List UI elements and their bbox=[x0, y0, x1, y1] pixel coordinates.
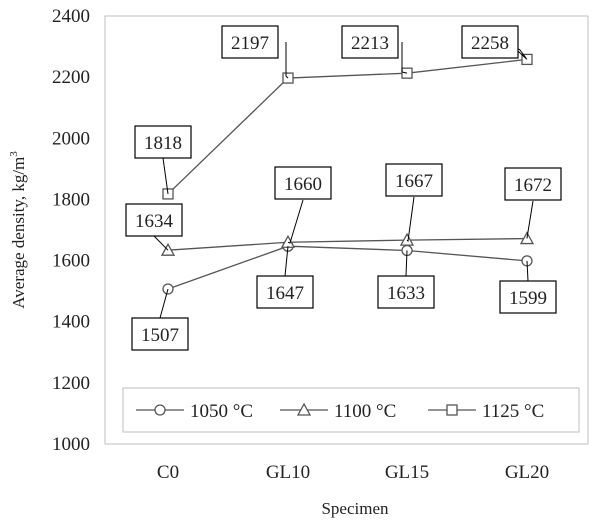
plot-border bbox=[104, 15, 589, 445]
x-tick-label: C0 bbox=[157, 462, 179, 483]
data-label-leader bbox=[162, 157, 169, 194]
series-line bbox=[167, 58, 528, 195]
series-line bbox=[167, 237, 528, 251]
data-label: 2258 bbox=[471, 33, 509, 54]
data-label-box bbox=[256, 275, 314, 309]
data-label-leader bbox=[526, 200, 534, 239]
data-label-leader bbox=[287, 199, 304, 244]
data-label-box bbox=[504, 167, 562, 201]
series-layer bbox=[160, 53, 535, 295]
data-label-box bbox=[499, 280, 557, 314]
y-tick-label: 1600 bbox=[52, 251, 90, 272]
data-label-box bbox=[134, 125, 192, 159]
data-labels-layer: 1507 1647 1633 1599 1634 1660 1667 1672 1818 2197… bbox=[125, 25, 562, 351]
y-tick-label: 1800 bbox=[52, 189, 90, 210]
data-label-leader bbox=[284, 246, 289, 277]
y-tick-label: 2200 bbox=[52, 67, 90, 88]
x-tick-label: GL10 bbox=[266, 462, 310, 483]
data-label-leader bbox=[285, 42, 289, 79]
y-axis-title-superscript: 3 bbox=[8, 151, 20, 157]
data-label-box bbox=[385, 163, 443, 197]
y-axis-title-text: Average density, kg/m bbox=[9, 157, 28, 309]
plot-frame bbox=[104, 15, 589, 445]
data-label: 1672 bbox=[514, 175, 552, 196]
data-label-box bbox=[461, 25, 519, 59]
legend-marker-square bbox=[446, 404, 458, 416]
y-tick-label: 1200 bbox=[52, 373, 90, 394]
data-label-leader bbox=[526, 260, 529, 282]
x-tick-label: GL15 bbox=[385, 462, 429, 483]
data-label-leader bbox=[153, 235, 169, 251]
y-tick-label: 2400 bbox=[52, 6, 90, 27]
data-label-box bbox=[131, 317, 189, 351]
x-tick-label: GL20 bbox=[505, 462, 549, 483]
data-label-leader bbox=[159, 288, 169, 319]
data-label: 1647 bbox=[266, 283, 304, 304]
series-line bbox=[167, 245, 528, 290]
data-label-box bbox=[377, 275, 435, 309]
data-label: 2213 bbox=[351, 33, 389, 54]
legend: 1050 °C 1100 °C 1125 °C bbox=[122, 387, 580, 433]
data-point-triangle bbox=[399, 232, 415, 246]
legend-label: 1050 °C bbox=[190, 401, 253, 422]
data-label-box bbox=[125, 203, 183, 237]
legend-marker-circle bbox=[154, 404, 166, 416]
data-label-box bbox=[221, 25, 279, 59]
legend-label: 1100 °C bbox=[334, 401, 396, 422]
y-axis-title: Average density, kg/m3 bbox=[8, 151, 28, 309]
y-tick-label: 2000 bbox=[52, 128, 90, 149]
data-label-leader bbox=[401, 42, 408, 74]
data-label: 2197 bbox=[231, 33, 269, 54]
y-tick-label: 1400 bbox=[52, 312, 90, 333]
x-axis-title: Specimen bbox=[321, 499, 389, 518]
legend-box bbox=[122, 387, 580, 433]
data-label-leader bbox=[405, 250, 408, 277]
data-label-leader bbox=[406, 196, 415, 243]
data-label: 1818 bbox=[144, 133, 182, 154]
data-label: 1633 bbox=[387, 283, 425, 304]
y-axis-ticks: 1000 1200 1400 1600 1800 2000 2200 2400 bbox=[52, 6, 90, 455]
x-axis-ticks: C0 GL10 GL15 GL20 bbox=[157, 462, 549, 483]
data-label: 1599 bbox=[509, 288, 547, 309]
data-label: 1660 bbox=[284, 174, 322, 195]
data-label: 1667 bbox=[395, 171, 433, 192]
data-label: 1507 bbox=[141, 325, 179, 346]
data-label: 1634 bbox=[135, 211, 174, 232]
data-label-box bbox=[341, 25, 399, 59]
y-tick-label: 1000 bbox=[52, 434, 90, 455]
legend-marker-triangle bbox=[296, 402, 312, 416]
data-label-box bbox=[274, 166, 332, 200]
legend-label: 1125 °C bbox=[482, 401, 544, 422]
